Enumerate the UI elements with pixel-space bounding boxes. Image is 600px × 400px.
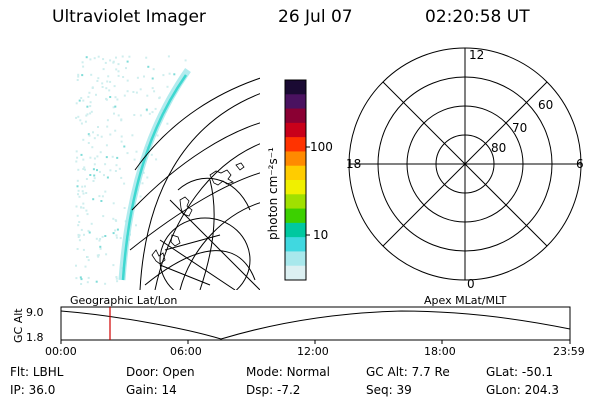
status-glat: GLat: -50.1	[486, 365, 553, 379]
status-ip: IP: 36.0	[10, 383, 56, 397]
geographic-grid	[129, 77, 260, 290]
orbit-altitude-plot	[60, 306, 571, 344]
lat-label-80: 80	[491, 141, 507, 155]
time-tick-12: 12:00	[297, 345, 329, 358]
instrument-title: Ultraviolet Imager	[52, 7, 206, 27]
mlt-label-6: 6	[576, 157, 584, 171]
time-tick-06: 06:00	[170, 345, 202, 358]
time-tick-18: 18:00	[424, 345, 456, 358]
time-tick-2359: 23:59	[553, 345, 585, 358]
earth-image	[75, 55, 260, 290]
apex-label: Apex MLat/MLT	[424, 294, 507, 307]
status-seq: Seq: 39	[366, 383, 412, 397]
status-door: Door: Open	[126, 365, 195, 379]
colorbar-tick-100: 100	[310, 140, 333, 154]
gc-alt-axis-label: GC Alt	[12, 308, 25, 343]
polar-grid-plot	[348, 47, 582, 281]
gc-alt-tick-9: 9.0	[26, 306, 44, 319]
status-glon: GLon: 204.3	[486, 383, 559, 397]
mlt-label-12: 12	[469, 48, 485, 62]
status-gc-alt: GC Alt: 7.7 Re	[366, 365, 450, 379]
status-mode: Mode: Normal	[246, 365, 330, 379]
mlt-label-0: 0	[467, 277, 475, 291]
date-label: 26 Jul 07	[278, 7, 353, 27]
coastline	[151, 162, 245, 265]
lat-label-60: 60	[538, 98, 554, 112]
gc-alt-tick-1-8: 1.8	[26, 331, 44, 344]
lat-label-70: 70	[512, 121, 528, 135]
colorbar-unit-label: photon cm⁻²s⁻¹	[266, 147, 280, 240]
status-dsp: Dsp: -7.2	[246, 383, 301, 397]
time-tick-00: 00:00	[45, 345, 77, 358]
colorbar	[284, 79, 310, 281]
mlt-label-18: 18	[346, 157, 362, 171]
status-flt: Flt: LBHL	[10, 365, 64, 379]
colorbar-tick-10: 10	[313, 228, 329, 242]
geographic-label: Geographic Lat/Lon	[70, 294, 178, 307]
dayglow-speckles	[75, 55, 187, 285]
status-gain: Gain: 14	[126, 383, 177, 397]
time-label: 02:20:58 UT	[425, 7, 530, 27]
